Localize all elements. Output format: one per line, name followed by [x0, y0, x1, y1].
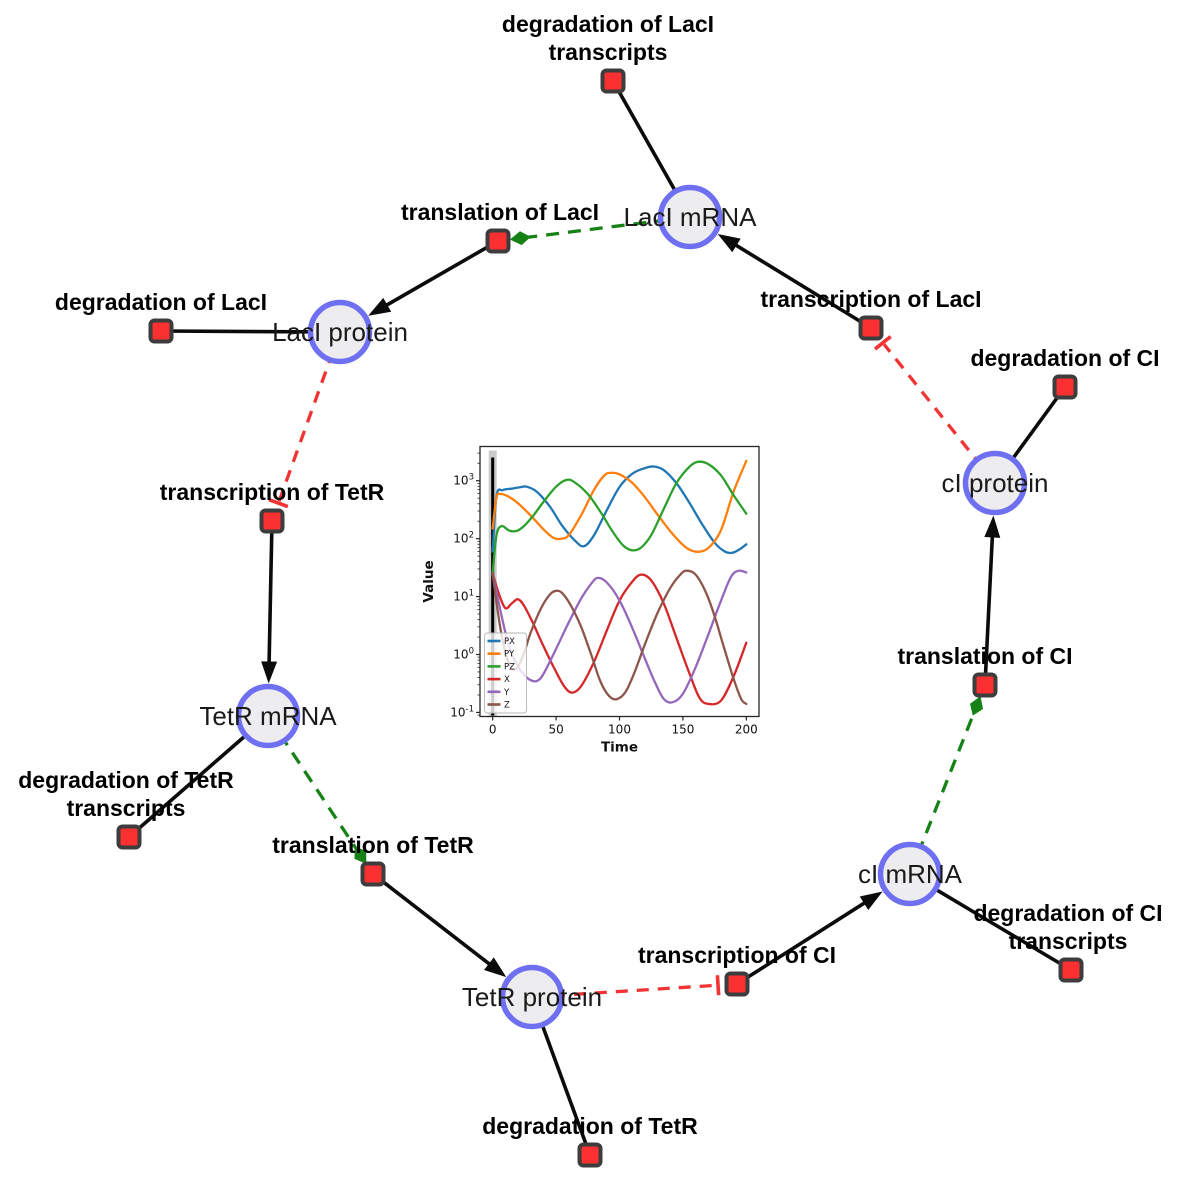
- reaction-label-deg-laci-tx-line1: transcripts: [549, 39, 668, 65]
- plot-x-axis-label: Time: [601, 740, 638, 756]
- legend-label-Y: Y: [503, 688, 510, 698]
- reaction-node-deg-laci[interactable]: [148, 318, 174, 344]
- edge-production-tx-laci-laci-mrna: [728, 239, 872, 330]
- y-tick-label: 100: [453, 646, 474, 661]
- reaction-label-deg-tetr-tx-line0: degradation of TetR: [18, 767, 234, 793]
- reaction-node-deg-tetr-tx[interactable]: [116, 824, 142, 850]
- series-line-Y: [491, 569, 748, 704]
- reaction-node-tx-tetr[interactable]: [259, 508, 285, 534]
- edge-production-transl-tetr-tetr-protein-arrowhead: [483, 957, 507, 978]
- reaction-node-deg-ci[interactable]: [1052, 374, 1078, 400]
- plot-y-axis-label: Value: [421, 560, 437, 602]
- reaction-node-transl-tetr[interactable]: [360, 861, 386, 887]
- edge-modifier-tetr-mrna-transl-tetr-arrowhead: [354, 846, 367, 865]
- species-label-laci-protein: LacI protein: [272, 317, 408, 347]
- series-line-PZ: [491, 460, 748, 575]
- reaction-label-deg-tetr-line0: degradation of TetR: [482, 1113, 698, 1139]
- x-tick-label: 150: [671, 723, 694, 737]
- reaction-label-transl-tetr-line0: translation of TetR: [272, 832, 474, 858]
- reaction-node-transl-laci[interactable]: [485, 228, 511, 254]
- species-node-tetr-mrna[interactable]: [235, 683, 301, 749]
- reaction-label-deg-laci-line0: degradation of LacI: [55, 289, 267, 315]
- edge-modifier-ci-mrna-transl-ci-arrowhead: [970, 696, 984, 716]
- series-line-PY: [491, 459, 748, 553]
- edge-inhibition-ci-protein-tx-laci-tee: [873, 335, 892, 351]
- x-tick-label: 200: [735, 723, 758, 737]
- reaction-node-deg-ci-tx[interactable]: [1058, 957, 1084, 983]
- edge-production-tx-ci-ci-mrna: [736, 897, 872, 986]
- plot-legend: PX PY PZ XYZ: [484, 632, 527, 714]
- reaction-label-deg-ci-line0: degradation of CI: [970, 345, 1159, 371]
- x-tick-label: 50: [548, 723, 563, 737]
- edge-inhibition-tetr-protein-tx-ci-tee: [715, 975, 721, 996]
- reaction-node-transl-ci[interactable]: [972, 672, 998, 698]
- reaction-label-deg-ci-tx-line1: transcripts: [1009, 928, 1128, 954]
- reaction-label-tx-laci-line0: transcription of LacI: [760, 286, 981, 312]
- legend-label-PZ: PZ: [504, 662, 515, 672]
- edge-production-transl-ci-ci-protein-arrowhead: [984, 515, 1001, 538]
- reaction-node-tx-laci[interactable]: [858, 315, 884, 341]
- species-node-ci-mrna[interactable]: [877, 841, 943, 907]
- reaction-node-deg-laci-tx[interactable]: [600, 68, 626, 94]
- species-label-tetr-mrna: TetR mRNA: [199, 701, 337, 731]
- reaction-label-deg-ci-tx-line0: degradation of CI: [973, 900, 1162, 926]
- x-tick-label: 100: [608, 723, 631, 737]
- reaction-label-deg-tetr-tx-line1: transcripts: [67, 795, 186, 821]
- edge-production-tx-tetr-tetr-mrna: [267, 520, 274, 670]
- species-node-laci-protein[interactable]: [307, 299, 373, 365]
- legend-label-X: X: [504, 675, 510, 685]
- reaction-label-tx-tetr-line0: transcription of TetR: [160, 479, 385, 505]
- y-tick-label: 101: [453, 589, 474, 604]
- series-line-X: [491, 572, 748, 706]
- y-tick-label: 103: [453, 473, 474, 488]
- legend-label-Z: Z: [504, 701, 510, 711]
- species-label-ci-protein: cI protein: [942, 468, 1049, 498]
- reaction-label-tx-ci-line0: transcription of CI: [638, 942, 836, 968]
- reaction-node-deg-tetr[interactable]: [577, 1142, 603, 1168]
- legend-label-PY: PY: [504, 650, 515, 660]
- edge-production-tx-laci-laci-mrna-arrowhead: [717, 233, 741, 253]
- edge-modifier-laci-mrna-transl-laci-arrowhead: [509, 231, 531, 246]
- edge-production-transl-laci-laci-protein-arrowhead: [368, 297, 392, 316]
- edge-inhibition-laci-protein-tx-tetr-tee: [268, 498, 289, 509]
- plot-series-layer: [491, 459, 748, 706]
- edge-production-transl-laci-laci-protein: [379, 239, 499, 311]
- edge-production-transl-ci-ci-protein: [983, 529, 995, 686]
- edge-production-transl-tetr-tetr-protein: [371, 872, 497, 970]
- reaction-label-deg-laci-tx-line0: degradation of LacI: [502, 11, 714, 37]
- node-layer: [116, 68, 1084, 1168]
- species-node-tetr-protein[interactable]: [499, 964, 565, 1030]
- legend-label-PX: PX: [504, 637, 515, 647]
- edge-production-tx-ci-ci-mrna-arrowhead: [859, 891, 883, 910]
- species-label-ci-mrna: cI mRNA: [858, 859, 963, 889]
- y-tick-label: 10-1: [450, 704, 474, 719]
- reaction-label-transl-ci-line0: translation of CI: [897, 643, 1072, 669]
- reaction-label-transl-laci-line0: translation of LacI: [401, 199, 599, 225]
- y-tick-label: 102: [453, 531, 474, 546]
- reaction-node-tx-ci[interactable]: [724, 971, 750, 997]
- species-label-tetr-protein: TetR protein: [462, 982, 602, 1012]
- label-layer: LacI mRNA LacI protein cI protein TetR mRNA…: [18, 11, 1162, 1139]
- species-node-ci-protein[interactable]: [962, 450, 1028, 516]
- x-tick-label: 0: [489, 723, 497, 737]
- edge-production-tx-tetr-tetr-mrna-arrowhead: [261, 661, 278, 684]
- species-node-laci-mrna[interactable]: [657, 184, 723, 250]
- species-label-laci-mrna: LacI mRNA: [624, 202, 758, 232]
